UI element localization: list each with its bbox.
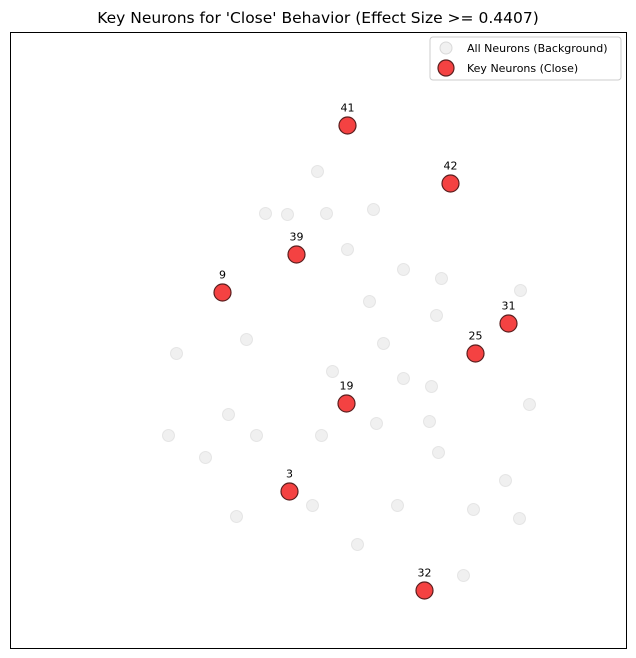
- background-neuron-point: [306, 499, 319, 512]
- background-neuron-point: [423, 415, 436, 428]
- legend-box: [429, 36, 622, 81]
- background-neuron-point: [240, 333, 253, 346]
- key-neuron-label-25: 25: [469, 330, 483, 343]
- key-neuron-label-3: 3: [286, 468, 293, 481]
- chart-title: Key Neurons for 'Close' Behavior (Effect…: [97, 9, 539, 27]
- key-neuron-point-19: [337, 394, 356, 413]
- background-neuron-point: [513, 512, 526, 525]
- background-neuron-point: [315, 429, 328, 442]
- background-neuron-points: [162, 165, 536, 582]
- background-neuron-point: [397, 263, 410, 276]
- background-neuron-point: [391, 499, 404, 512]
- background-neuron-point: [170, 347, 183, 360]
- background-neuron-point: [259, 207, 272, 220]
- background-neuron-point: [397, 372, 410, 385]
- background-neuron-point: [320, 207, 333, 220]
- key-neuron-label-31: 31: [502, 300, 516, 313]
- legend-marker-background: [439, 41, 453, 55]
- key-neuron-label-42: 42: [444, 160, 458, 173]
- background-neuron-point: [430, 309, 443, 322]
- background-neuron-point: [199, 451, 212, 464]
- legend-label-background: All Neurons (Background): [467, 42, 608, 55]
- background-neuron-point: [363, 295, 376, 308]
- key-neuron-label-32: 32: [418, 567, 432, 580]
- background-neuron-point: [311, 165, 324, 178]
- background-neuron-point: [435, 272, 448, 285]
- key-neuron-label-9: 9: [219, 269, 226, 282]
- background-neuron-point: [523, 398, 536, 411]
- background-neuron-point: [326, 365, 339, 378]
- background-neuron-point: [467, 503, 480, 516]
- background-neuron-point: [425, 380, 438, 393]
- key-neuron-label-19: 19: [340, 380, 354, 393]
- background-neuron-point: [367, 203, 380, 216]
- key-neuron-point-32: [415, 581, 434, 600]
- key-neuron-labels: 41 42 39 9 31 25 19 3 32: [219, 102, 516, 580]
- background-neuron-point: [162, 429, 175, 442]
- key-neuron-label-39: 39: [290, 231, 304, 244]
- key-neuron-point-41: [338, 116, 357, 135]
- background-neuron-point: [499, 474, 512, 487]
- key-neuron-points: [213, 116, 518, 600]
- background-neuron-point: [341, 243, 354, 256]
- key-neuron-point-42: [441, 174, 460, 193]
- background-neuron-point: [377, 337, 390, 350]
- background-neuron-point: [222, 408, 235, 421]
- background-neuron-point: [370, 417, 383, 430]
- key-neuron-point-31: [499, 314, 518, 333]
- background-neuron-point: [230, 510, 243, 523]
- legend: All Neurons (Background) Key Neurons (Cl…: [429, 36, 622, 81]
- key-neuron-point-39: [287, 245, 306, 264]
- background-neuron-point: [514, 284, 527, 297]
- plot-frame: [10, 32, 627, 649]
- background-neuron-point: [432, 446, 445, 459]
- background-neuron-point: [250, 429, 263, 442]
- key-neuron-point-3: [280, 482, 299, 501]
- key-neuron-point-25: [466, 344, 485, 363]
- background-neuron-point: [281, 208, 294, 221]
- key-neuron-label-41: 41: [341, 102, 355, 115]
- legend-label-key: Key Neurons (Close): [467, 62, 578, 75]
- key-neuron-point-9: [213, 283, 232, 302]
- background-neuron-point: [351, 538, 364, 551]
- legend-marker-key: [437, 59, 455, 77]
- background-neuron-point: [457, 569, 470, 582]
